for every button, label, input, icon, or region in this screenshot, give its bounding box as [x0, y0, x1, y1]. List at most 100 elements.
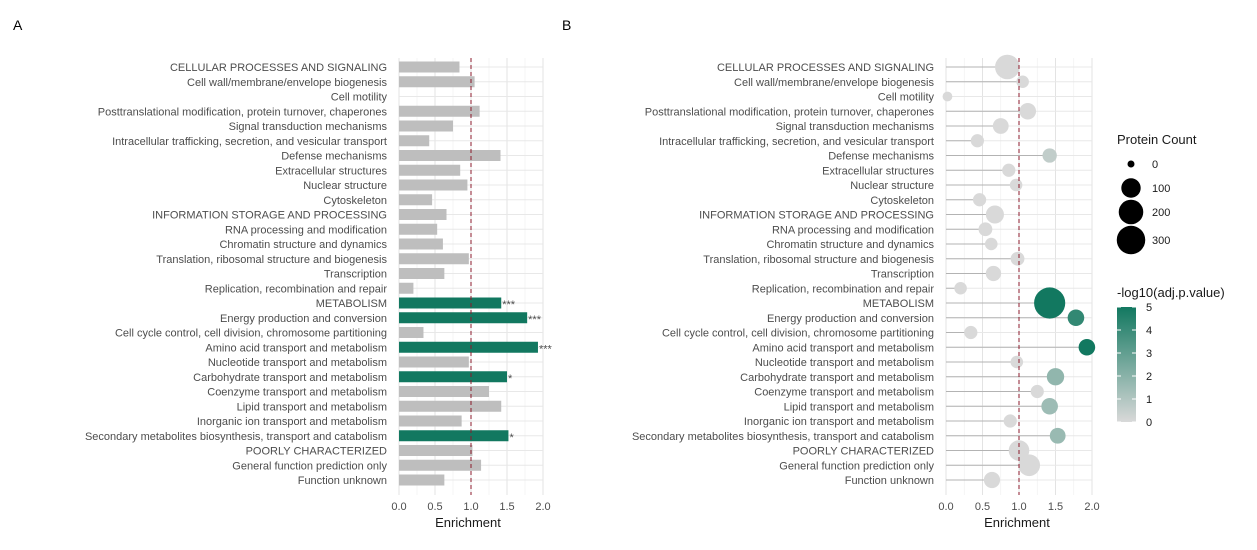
bar — [399, 76, 475, 88]
category-label: Cell cycle control, cell division, chrom… — [662, 328, 934, 340]
significance-label: *** — [528, 314, 542, 326]
panel-b-dot-chart: CELLULAR PROCESSES AND SIGNALING Cell wal… — [632, 54, 1100, 530]
data-point — [1041, 397, 1058, 415]
bar — [399, 386, 489, 397]
category-label: Defense mechanisms — [281, 151, 387, 163]
panel-a-bar-chart: *********** CELLULAR PROCESSES AND SIGNA… — [85, 58, 553, 530]
data-point — [1019, 102, 1037, 120]
data-point — [985, 265, 1002, 282]
category-label: Cell motility — [878, 92, 935, 104]
legend-size-label: 300 — [1152, 235, 1170, 247]
bar — [399, 400, 502, 412]
category-label: Signal transduction mechanisms — [229, 121, 388, 133]
category-label: Intracellular trafficking, secretion, an… — [112, 136, 387, 148]
bar — [399, 223, 438, 235]
category-label: Carbohydrate transport and metabolism — [740, 372, 934, 384]
bar — [399, 445, 473, 456]
panel-a-x-axis-title: Enrichment — [435, 515, 501, 530]
data-point — [978, 222, 993, 237]
bar — [399, 120, 453, 132]
category-label: Amino acid transport and metabolism — [752, 342, 934, 354]
x-tick-label: 0.5 — [427, 501, 442, 513]
category-label: Translation, ribosomal structure and bio… — [156, 254, 387, 266]
data-point — [1018, 454, 1041, 477]
bar — [399, 61, 460, 73]
category-label: INFORMATION STORAGE AND PROCESSING — [699, 210, 934, 222]
legend-color-label: 4 — [1146, 325, 1152, 337]
category-label: Cell cycle control, cell division, chrom… — [115, 328, 387, 340]
category-label: Nuclear structure — [303, 180, 387, 192]
category-label: Function unknown — [298, 475, 387, 487]
x-tick-label: 0.5 — [975, 501, 990, 513]
significance-label: * — [509, 432, 514, 444]
bar — [399, 312, 528, 324]
legend-adj-p-value: -log10(adj.p.value) 0 1 2 3 4 5 — [1117, 285, 1225, 429]
panel-a-category-labels: CELLULAR PROCESSES AND SIGNALING Cell wal… — [85, 62, 388, 487]
legend-color-label: 1 — [1146, 394, 1152, 406]
panel-b-x-axis-title: Enrichment — [984, 515, 1050, 530]
data-point — [1042, 148, 1057, 163]
category-label: Replication, recombination and repair — [205, 283, 388, 295]
bar — [399, 238, 443, 250]
data-point — [1009, 178, 1023, 192]
legend-size-circle — [1121, 178, 1141, 198]
panel-b-category-labels: CELLULAR PROCESSES AND SIGNALING Cell wal… — [632, 62, 935, 487]
panel-a-x-ticks: 0.0 0.5 1.0 1.5 2.0 — [391, 501, 550, 513]
bar — [399, 327, 424, 338]
category-label: CELLULAR PROCESSES AND SIGNALING — [717, 62, 934, 74]
category-label: Chromatin structure and dynamics — [219, 239, 387, 251]
legend-size-label: 0 — [1152, 159, 1158, 171]
bar — [399, 282, 414, 294]
data-point — [1016, 75, 1029, 89]
legend-color-bar — [1117, 307, 1136, 422]
category-label: Cytoskeleton — [323, 195, 387, 207]
data-point — [1030, 384, 1044, 399]
bar — [399, 253, 469, 265]
data-point — [983, 471, 1001, 489]
x-tick-label: 1.5 — [1048, 501, 1063, 513]
legend-protein-count: Protein Count 0 100 200 300 — [1116, 132, 1197, 255]
category-label: Posttranslational modification, protein … — [645, 106, 935, 118]
category-label: Lipid transport and metabolism — [237, 401, 387, 413]
significance-label: *** — [539, 343, 553, 355]
x-tick-label: 0.0 — [391, 501, 406, 513]
category-label: Nucleotide transport and metabolism — [208, 357, 387, 369]
category-label: POORLY CHARACTERIZED — [793, 446, 934, 458]
category-label: Transcription — [324, 269, 387, 281]
data-point — [1046, 368, 1065, 386]
bar — [399, 179, 468, 191]
category-label: POORLY CHARACTERIZED — [246, 446, 387, 458]
bar — [399, 371, 507, 383]
category-label: METABOLISM — [863, 298, 934, 310]
category-label: Translation, ribosomal structure and bio… — [703, 254, 934, 266]
category-label: METABOLISM — [316, 298, 387, 310]
x-tick-label: 0.0 — [938, 501, 953, 513]
bar — [399, 105, 480, 117]
category-label: Transcription — [871, 269, 934, 281]
category-label: Energy production and conversion — [767, 313, 934, 325]
bar — [399, 341, 538, 353]
category-label: RNA processing and modification — [225, 224, 387, 236]
category-label: Inorganic ion transport and metabolism — [744, 416, 934, 428]
data-point — [954, 281, 967, 295]
data-point — [992, 118, 1009, 134]
category-label: Posttranslational modification, protein … — [98, 106, 388, 118]
x-tick-label: 2.0 — [535, 501, 550, 513]
category-label: Secondary metabolites biosynthesis, tran… — [85, 431, 387, 443]
bar — [399, 164, 461, 176]
panel-label-b: B — [562, 17, 571, 33]
x-tick-label: 1.0 — [463, 501, 478, 513]
category-label: General function prediction only — [779, 460, 934, 472]
legend-size-circle — [1127, 160, 1135, 168]
legend-size-circle — [1116, 225, 1146, 255]
data-point — [1049, 427, 1066, 444]
category-label: General function prediction only — [232, 460, 387, 472]
category-label: Function unknown — [845, 475, 934, 487]
bar — [399, 194, 433, 206]
bar — [399, 268, 445, 279]
category-label: Secondary metabolites biosynthesis, tran… — [632, 431, 934, 443]
data-point — [1078, 338, 1096, 356]
category-label: Replication, recombination and repair — [752, 283, 935, 295]
